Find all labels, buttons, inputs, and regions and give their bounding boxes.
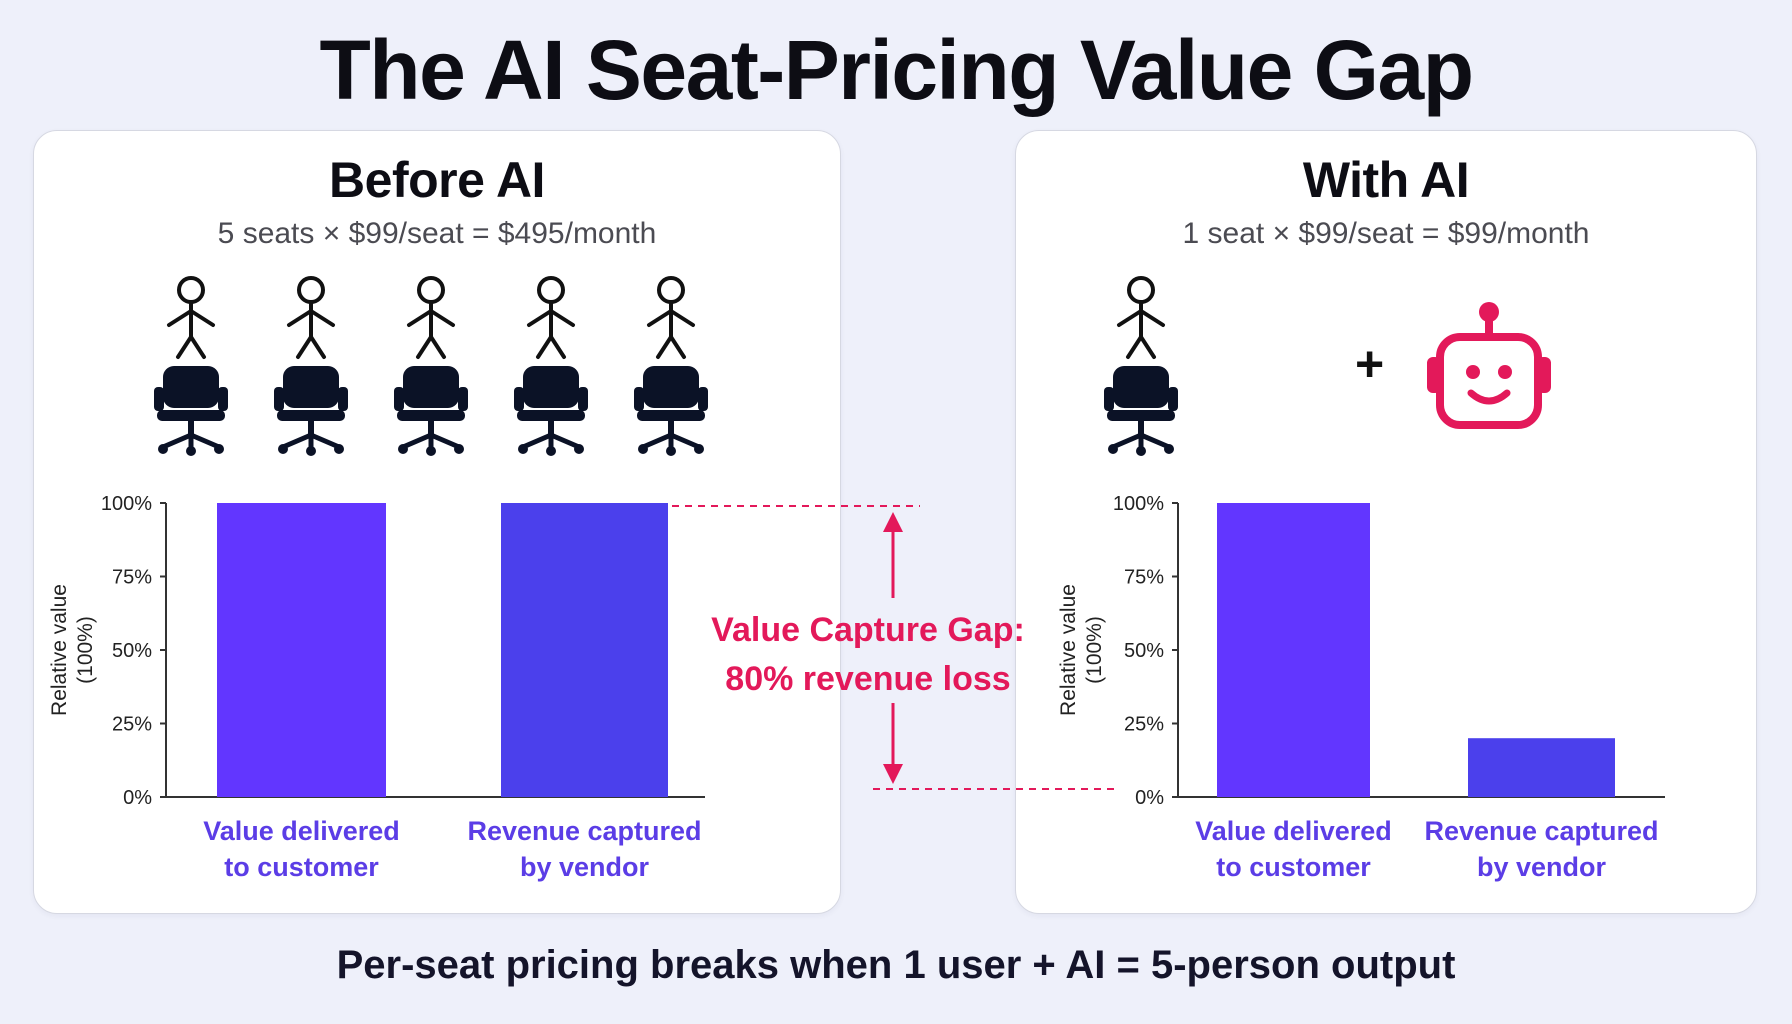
gap-arrow-down-icon — [883, 764, 903, 784]
office-chair-icon — [634, 366, 708, 456]
gap-arrow-up-icon — [883, 512, 903, 532]
y-tick-label: 75% — [1124, 567, 1164, 589]
x-category-label: by vendor — [520, 852, 650, 882]
person-icon — [167, 276, 215, 359]
bottom-caption: Per-seat pricing breaks when 1 user + AI… — [336, 943, 1456, 987]
person-icon — [527, 276, 575, 359]
person-icon — [407, 276, 455, 359]
person-icon — [1117, 276, 1165, 359]
panel-with-ai: With AI 1 seat × $99/seat = $99/month + — [1015, 130, 1757, 914]
pricing-formula-with: 1 seat × $99/seat = $99/month — [1182, 217, 1590, 250]
gap-label-line1: Value Capture Gap: — [711, 611, 1025, 649]
panel-title-with: With AI — [1302, 152, 1470, 208]
gap-label-line2: 80% revenue loss — [725, 660, 1010, 698]
seat-person-icon — [394, 276, 468, 456]
seat-person-icon — [274, 276, 348, 456]
seat-person-icon — [514, 276, 588, 456]
office-chair-icon — [1104, 366, 1178, 456]
y-tick-label: 75% — [112, 567, 152, 589]
y-tick-label: 0% — [1135, 787, 1164, 809]
office-chair-icon — [154, 366, 228, 456]
bar — [501, 503, 668, 797]
panel-before-ai: Before AI 5 seats × $99/seat = $495/mont… — [33, 130, 841, 914]
office-chair-icon — [514, 366, 588, 456]
y-axis-title: (100%) — [1083, 616, 1106, 684]
robot-icon — [1427, 302, 1551, 429]
x-category-label: by vendor — [1477, 852, 1607, 882]
y-tick-label: 100% — [101, 493, 152, 515]
y-tick-label: 50% — [1124, 640, 1164, 662]
plus-icon: + — [1355, 336, 1385, 392]
bar — [1468, 738, 1615, 797]
person-icon — [287, 276, 335, 359]
y-tick-label: 100% — [1113, 493, 1164, 515]
y-tick-label: 50% — [112, 640, 152, 662]
x-category-label: Revenue captured — [1424, 816, 1658, 846]
y-axis-title: Relative value — [1057, 584, 1080, 716]
x-category-label: to customer — [224, 852, 379, 882]
bar — [1217, 503, 1370, 797]
bar — [217, 503, 386, 797]
office-chair-icon — [274, 366, 348, 456]
x-category-label: Value delivered — [203, 816, 400, 846]
seat-person-icon — [1104, 276, 1178, 456]
y-axis-title: Relative value — [48, 584, 71, 716]
x-category-label: Value delivered — [1195, 816, 1392, 846]
y-tick-label: 0% — [123, 787, 152, 809]
person-icon — [647, 276, 695, 359]
seat-person-icon — [634, 276, 708, 456]
office-chair-icon — [394, 366, 468, 456]
panel-title-before: Before AI — [329, 152, 545, 208]
y-axis-title: (100%) — [74, 616, 97, 684]
x-category-label: Revenue captured — [467, 816, 701, 846]
y-tick-label: 25% — [112, 714, 152, 736]
x-category-label: to customer — [1216, 852, 1371, 882]
y-tick-label: 25% — [1124, 714, 1164, 736]
page-title: The AI Seat-Pricing Value Gap — [319, 23, 1474, 117]
seat-person-icon — [154, 276, 228, 456]
pricing-formula-before: 5 seats × $99/seat = $495/month — [217, 217, 657, 250]
